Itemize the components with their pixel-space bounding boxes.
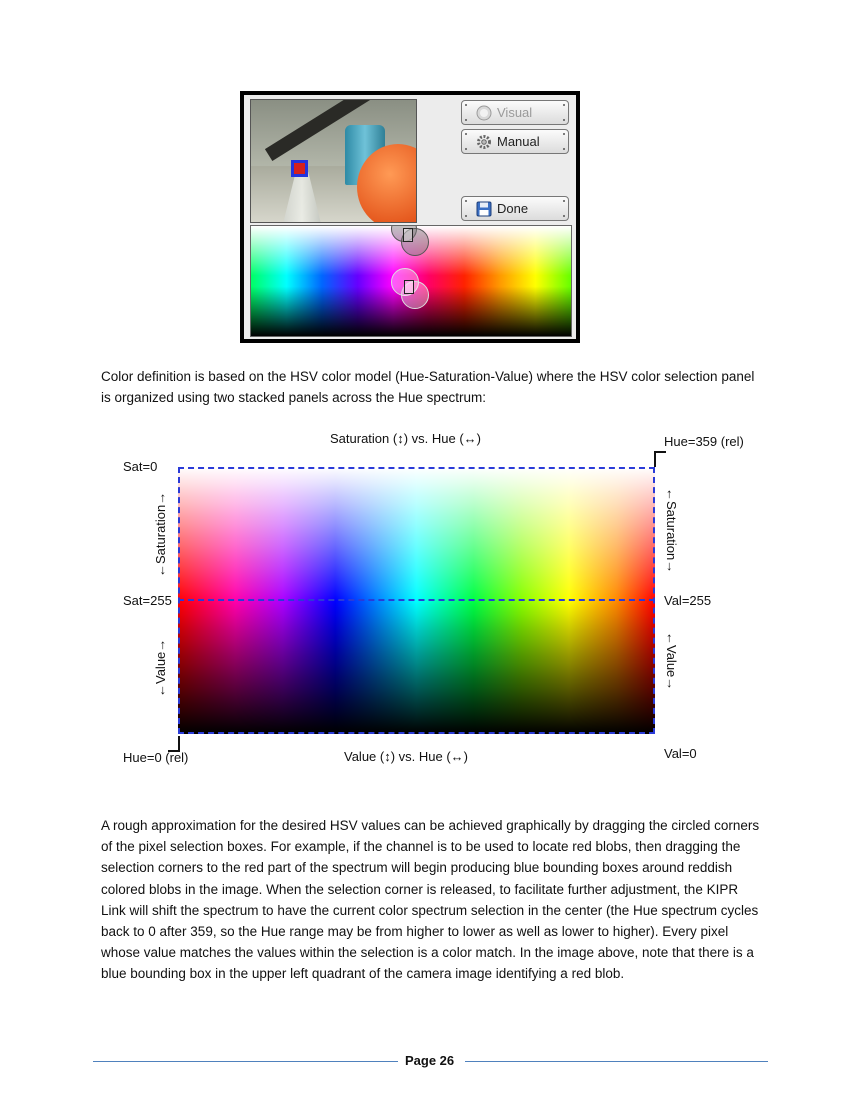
saturation-axis-right: ←Saturation→ bbox=[664, 488, 679, 574]
panel-divider bbox=[178, 599, 655, 601]
upper-selection-handle-2[interactable] bbox=[401, 228, 429, 256]
gear-icon bbox=[477, 135, 491, 149]
camera-image bbox=[250, 99, 417, 223]
manual-button-label: Manual bbox=[497, 134, 540, 149]
page-number: Page 26 bbox=[405, 1053, 455, 1068]
floppy-disk-icon bbox=[476, 201, 492, 217]
diagram-title-bottom: Value (↕) vs. Hue (↔) bbox=[344, 749, 469, 764]
hsv-spectrum-diagram bbox=[178, 467, 655, 734]
hsv-spectrum-panel[interactable] bbox=[250, 225, 572, 337]
done-button-label: Done bbox=[497, 201, 529, 216]
value-axis-left: ←Value→ bbox=[153, 638, 168, 697]
upper-selection-box bbox=[403, 228, 413, 242]
lower-selection-box bbox=[404, 280, 414, 294]
visual-button-label: Visual bbox=[497, 105, 533, 120]
done-button[interactable]: Done bbox=[461, 196, 569, 221]
manual-button[interactable]: Manual bbox=[461, 129, 569, 154]
hue-359-label: Hue=359 (rel) bbox=[664, 434, 744, 449]
diagram-title-top: Saturation (↕) vs. Hue (↔) bbox=[330, 431, 481, 446]
footer-rule-right bbox=[465, 1061, 768, 1062]
value-vs-hue-panel bbox=[178, 601, 655, 734]
radio-disc-icon bbox=[476, 105, 492, 121]
hsv-selection-screenshot: Visual Manual Done bbox=[240, 91, 580, 343]
saturation-vs-hue-panel bbox=[178, 467, 655, 601]
visual-button[interactable]: Visual bbox=[461, 100, 569, 125]
sat-255-label: Sat=255 bbox=[123, 593, 172, 608]
lower-selection-handle-2[interactable] bbox=[401, 281, 429, 309]
selection-explanation-paragraph: A rough approximation for the desired HS… bbox=[101, 818, 760, 982]
val-0-label: Val=0 bbox=[664, 746, 697, 761]
value-axis-right: ←Value→ bbox=[664, 632, 679, 691]
val-255-label: Val=255 bbox=[664, 593, 712, 608]
hsv-intro-paragraph: Color definition is based on the HSV col… bbox=[101, 369, 755, 406]
hue-0-corner-mark bbox=[168, 736, 180, 752]
sat-0-label: Sat=0 bbox=[123, 459, 158, 474]
footer-rule-left bbox=[93, 1061, 398, 1062]
blue-bounding-box bbox=[291, 160, 308, 177]
saturation-axis-left: ←Saturation→ bbox=[153, 491, 168, 577]
hue-359-corner-mark bbox=[654, 451, 666, 467]
hue-0-label: Hue=0 (rel) bbox=[123, 750, 189, 765]
